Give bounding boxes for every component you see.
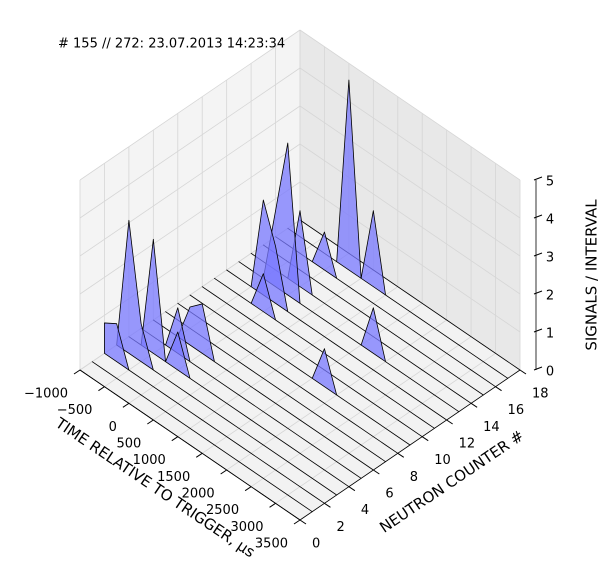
tick-mark	[348, 486, 356, 492]
slice	[275, 231, 496, 388]
z-tick-label: 3	[546, 251, 554, 266]
tick-mark	[324, 502, 331, 508]
tick-mark	[533, 214, 543, 219]
grid-line	[79, 67, 301, 219]
slice	[140, 307, 362, 479]
x-tick-label: 3500	[255, 537, 288, 552]
slice	[238, 142, 460, 413]
y-tick-label: 16	[508, 403, 525, 418]
x-tick-label: 0	[109, 420, 117, 435]
tick-mark	[446, 419, 453, 425]
slice	[91, 361, 313, 513]
tick-mark	[470, 402, 478, 408]
z-tick-label: 1	[546, 327, 554, 342]
tick-mark	[147, 419, 154, 425]
y-tick-label: 2	[336, 520, 344, 535]
x-tick-label: −500	[57, 403, 93, 418]
slice	[152, 303, 374, 471]
slice	[214, 273, 435, 429]
slice	[226, 199, 448, 421]
x-tick-label: −1000	[24, 387, 68, 402]
x-tick-label: 500	[117, 437, 142, 452]
tick-mark	[397, 452, 405, 458]
grid-line	[299, 29, 521, 181]
z-tick-label: 0	[546, 365, 554, 380]
y-tick-label: 8	[410, 470, 418, 485]
grid-line	[299, 181, 521, 333]
z-tick-label: 5	[546, 175, 554, 190]
grid-line	[299, 143, 521, 295]
tick-mark	[519, 369, 527, 375]
x-tick-label: 3000	[230, 520, 263, 535]
z-axis-label: SIGNALS / INTERVAL	[583, 199, 601, 351]
tick-mark	[73, 369, 81, 375]
y-axis-line	[299, 369, 521, 521]
y-tick-label: 12	[459, 437, 476, 452]
slice	[104, 322, 325, 504]
z-tick-label: 2	[546, 289, 554, 304]
tick-mark	[373, 469, 380, 475]
x-tick-label: 1000	[133, 453, 166, 468]
slice	[116, 219, 338, 496]
tick-mark	[495, 386, 502, 392]
tick-mark	[269, 502, 276, 508]
tick-mark	[421, 436, 429, 442]
grid-line	[79, 29, 301, 181]
y-tick-label: 0	[312, 537, 320, 552]
tick-mark	[244, 486, 252, 492]
z-tick-label: 4	[546, 213, 554, 228]
right-pane	[300, 30, 520, 370]
tick-mark	[533, 252, 543, 257]
tick-mark	[299, 519, 307, 525]
tick-mark	[122, 402, 130, 408]
x-tick-label: 2000	[182, 487, 215, 502]
tick-mark	[195, 452, 203, 458]
tick-mark	[533, 328, 543, 333]
x-axis-line	[79, 369, 301, 521]
x-tick-label: 2500	[206, 503, 239, 518]
y-tick-label: 6	[385, 487, 393, 502]
y-tick-label: 10	[434, 453, 451, 468]
grid-line	[79, 105, 301, 257]
chart-title: # 155 // 272: 23.07.2013 14:23:34	[58, 37, 285, 52]
tick-mark	[533, 176, 543, 181]
grid-line	[79, 143, 301, 295]
slice	[128, 238, 350, 488]
x-tick-label: 1500	[157, 470, 190, 485]
grid-line	[299, 67, 521, 219]
tick-mark	[98, 386, 105, 392]
y-tick-label: 4	[361, 503, 369, 518]
tick-mark	[533, 290, 543, 295]
tick-mark	[533, 366, 543, 371]
y-tick-label: 18	[532, 387, 549, 402]
tick-mark	[171, 436, 179, 442]
y-tick-label: 14	[483, 420, 500, 435]
slice	[189, 294, 411, 446]
tick-mark	[220, 469, 227, 475]
slice	[177, 302, 399, 454]
tick-mark	[293, 519, 301, 525]
grid-line	[299, 105, 521, 257]
